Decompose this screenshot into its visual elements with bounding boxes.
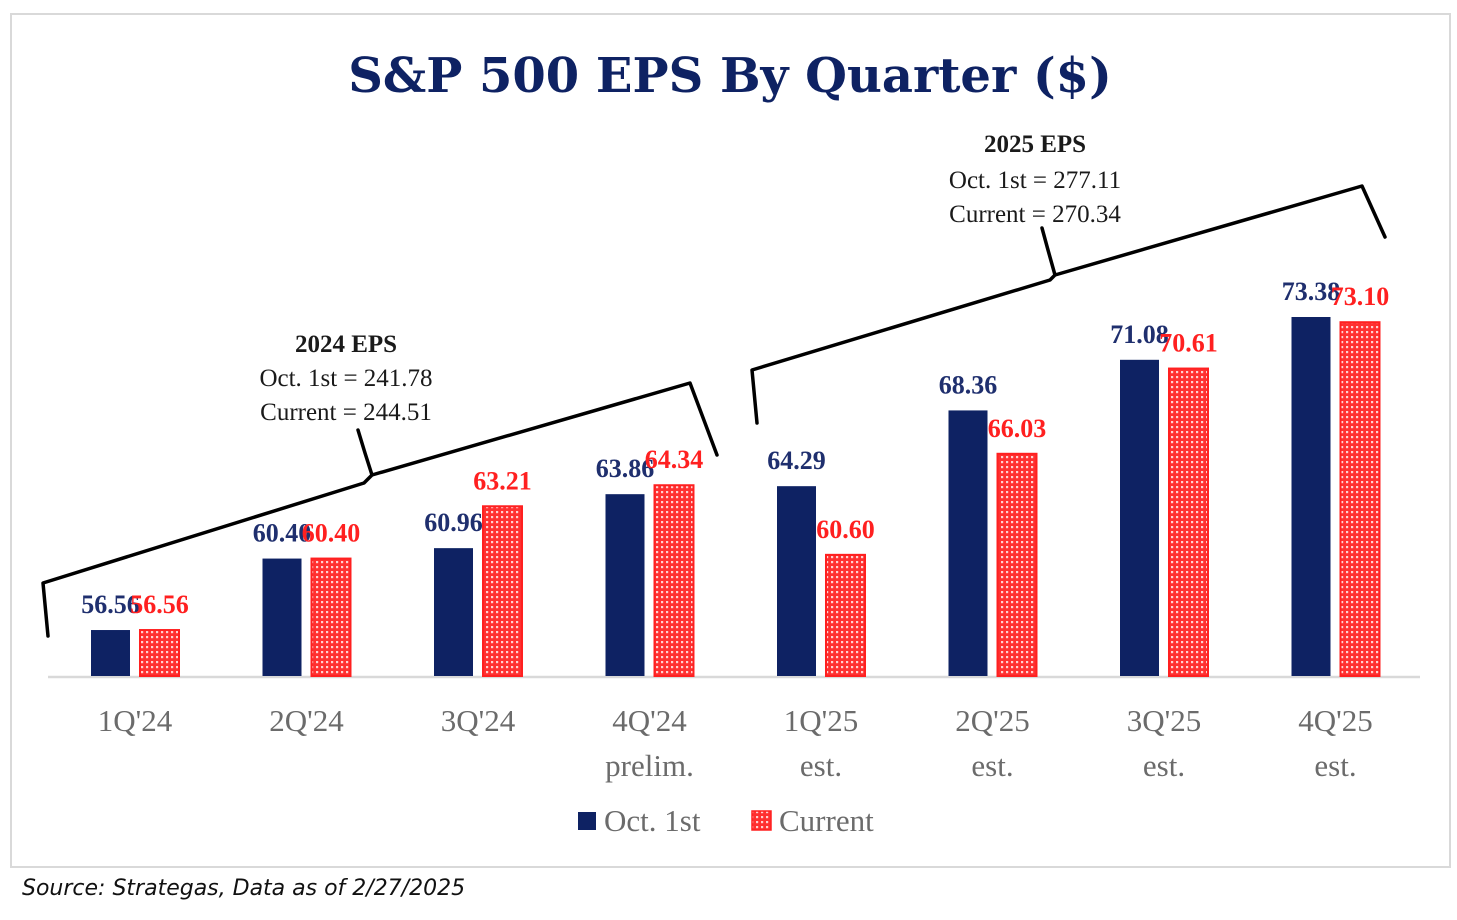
bar-oct1-3 bbox=[605, 494, 645, 676]
bar-current-3 bbox=[653, 484, 695, 677]
bars-group bbox=[91, 317, 1381, 677]
legend-label-current: Current bbox=[779, 803, 874, 838]
bar-oct1-6 bbox=[1120, 359, 1159, 676]
chart-title: S&P 500 EPS By Quarter ($) bbox=[348, 48, 1112, 104]
bar-oct1-1 bbox=[262, 558, 302, 676]
x-tick-label-4-sub: est. bbox=[800, 748, 842, 783]
bar-current-7 bbox=[1339, 321, 1381, 677]
annotation-2024-oct1: Oct. 1st = 241.78 bbox=[259, 365, 432, 392]
x-tick-label-6: 3Q'25 bbox=[1127, 703, 1201, 738]
bar-current-4 bbox=[825, 553, 866, 677]
x-tick-label-3-sub: prelim. bbox=[605, 748, 694, 783]
bar-current-0 bbox=[139, 629, 180, 677]
bar-oct1-2 bbox=[434, 548, 473, 676]
data-label-oct1-2: 60.96 bbox=[424, 508, 483, 537]
data-label-oct1-6: 71.08 bbox=[1110, 320, 1169, 349]
legend: Oct. 1st Current bbox=[578, 803, 874, 838]
data-label-current-7: 73.10 bbox=[1331, 282, 1390, 311]
x-tick-label-1: 2Q'24 bbox=[269, 703, 344, 738]
bar-current-6 bbox=[1168, 367, 1209, 677]
x-tick-label-2: 3Q'24 bbox=[441, 703, 516, 738]
x-tick-label-7-sub: est. bbox=[1314, 748, 1356, 783]
x-tick-label-5-sub: est. bbox=[971, 748, 1013, 783]
bar-current-2 bbox=[482, 505, 523, 677]
bar-oct1-5 bbox=[948, 410, 988, 676]
x-tick-label-0: 1Q'24 bbox=[98, 703, 173, 738]
data-label-oct1-7: 73.38 bbox=[1282, 277, 1341, 306]
legend-label-oct1: Oct. 1st bbox=[604, 803, 701, 838]
brace-2024 bbox=[41, 381, 719, 638]
annotation-2025: 2025 EPS Oct. 1st = 277.11 Current = 270… bbox=[949, 131, 1121, 228]
data-label-current-2: 63.21 bbox=[473, 466, 532, 495]
data-label-current-1: 60.40 bbox=[302, 519, 361, 548]
data-label-current-3: 64.34 bbox=[645, 445, 704, 474]
data-label-current-0: 56.56 bbox=[130, 590, 189, 619]
x-tick-label-6-sub: est. bbox=[1143, 748, 1185, 783]
chart-frame bbox=[10, 13, 1451, 868]
brace-2025 bbox=[750, 184, 1387, 425]
x-tick-label-5: 2Q'25 bbox=[955, 703, 1029, 738]
source-note: Source: Strategas, Data as of 2/27/2025 bbox=[22, 876, 466, 901]
x-tick-label-4: 1Q'25 bbox=[784, 703, 858, 738]
x-tick-labels-group: 1Q'24 2Q'24 3Q'24 4Q'24 prelim. 1Q'25 est. 2Q'2… bbox=[98, 703, 1373, 783]
annotation-2025-heading: 2025 EPS bbox=[984, 131, 1086, 158]
annotation-2024-current: Current = 244.51 bbox=[260, 399, 432, 426]
data-label-oct1-0: 56.56 bbox=[81, 590, 140, 619]
data-label-oct1-4: 64.29 bbox=[767, 446, 826, 475]
data-label-current-5: 66.03 bbox=[988, 414, 1047, 443]
x-tick-label-3: 4Q'24 bbox=[612, 703, 687, 738]
bar-current-1 bbox=[310, 557, 352, 677]
x-tick-label-7: 4Q'25 bbox=[1298, 703, 1372, 738]
legend-swatch-oct1 bbox=[578, 812, 596, 830]
bar-current-5 bbox=[996, 452, 1038, 677]
bar-oct1-4 bbox=[777, 486, 816, 676]
annotation-2024-heading: 2024 EPS bbox=[295, 331, 397, 358]
data-label-oct1-1: 60.40 bbox=[253, 519, 312, 548]
annotation-2025-current: Current = 270.34 bbox=[949, 201, 1121, 228]
data-label-current-6: 70.61 bbox=[1159, 329, 1218, 358]
legend-swatch-current bbox=[751, 810, 772, 831]
bar-oct1-7 bbox=[1291, 317, 1331, 676]
annotation-2024: 2024 EPS Oct. 1st = 241.78 Current = 244… bbox=[259, 331, 432, 426]
bar-oct1-0 bbox=[91, 630, 130, 676]
data-label-current-4: 60.60 bbox=[816, 515, 875, 544]
annotation-2025-oct1: Oct. 1st = 277.11 bbox=[949, 167, 1121, 194]
data-label-oct1-5: 68.36 bbox=[939, 370, 998, 399]
data-label-oct1-3: 63.86 bbox=[596, 454, 655, 483]
